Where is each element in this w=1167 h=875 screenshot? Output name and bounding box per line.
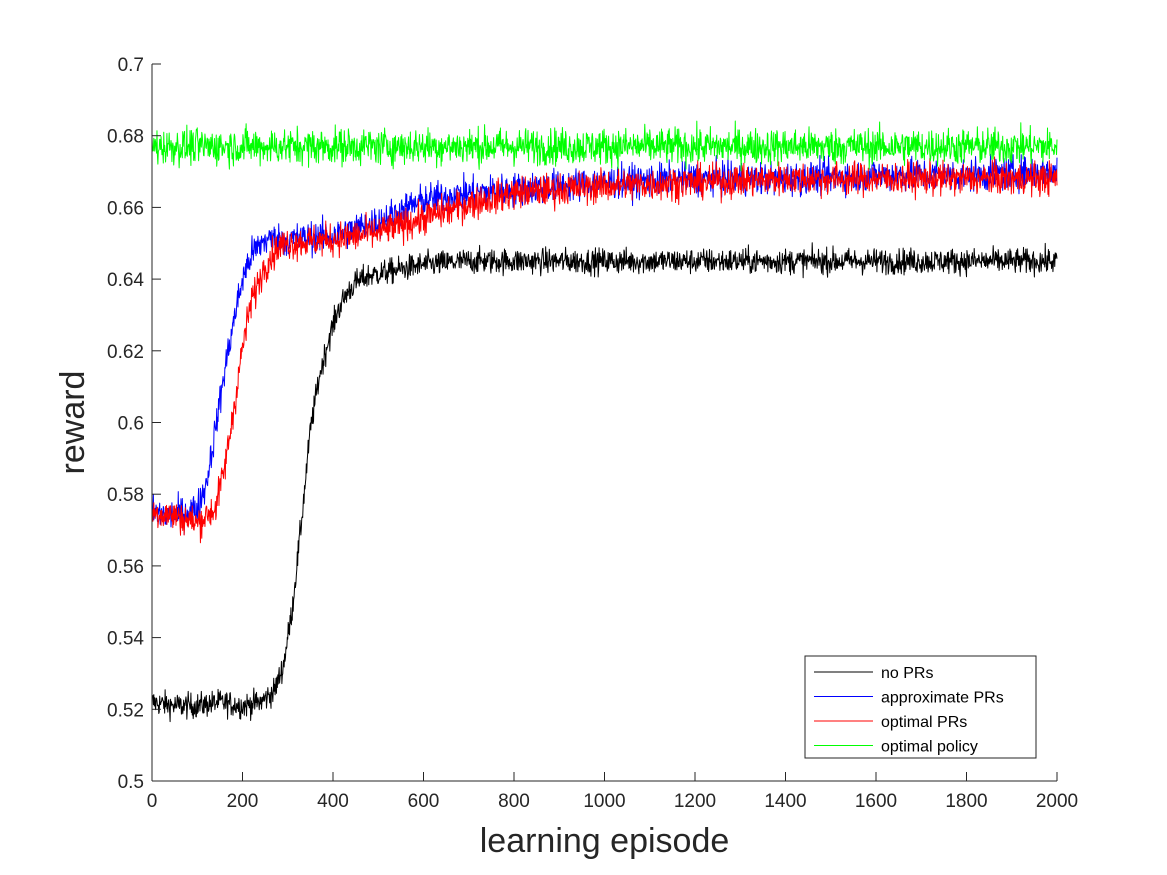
y-tick-label: 0.6 <box>118 414 144 435</box>
x-tick-label: 800 <box>498 791 530 812</box>
y-tick-label: 0.66 <box>107 198 144 219</box>
x-tick-label: 2000 <box>1036 791 1078 812</box>
series-line-3 <box>151 120 1058 172</box>
x-tick-label: 0 <box>147 791 158 812</box>
y-tick-label: 0.64 <box>107 270 144 291</box>
legend-label: approximate PRs <box>881 690 1004 707</box>
y-tick-label: 0.52 <box>107 700 144 721</box>
series-line-2 <box>151 156 1058 544</box>
y-tick-label: 0.54 <box>107 629 144 650</box>
y-axis-label: reward <box>54 371 92 475</box>
legend: no PRs approximate PRs optimal PRs optimal … <box>804 655 1037 759</box>
series-line-1 <box>151 153 1058 536</box>
y-tick-label: 0.5 <box>118 772 144 793</box>
legend-label: optimal policy <box>881 739 978 756</box>
y-tick-label: 0.7 <box>118 55 144 76</box>
legend-label: no PRs <box>881 665 933 682</box>
x-tick-label: 1600 <box>855 791 897 812</box>
x-tick-label: 1000 <box>583 791 625 812</box>
x-tick-label: 600 <box>408 791 440 812</box>
ticks-layer: 0 200 400 600 800 1000 1200 1400 1600 1800 2000 0.5… <box>107 55 1078 812</box>
legend-box <box>804 655 1037 759</box>
y-tick-label: 0.56 <box>107 557 144 578</box>
x-tick-label: 400 <box>317 791 349 812</box>
series-layer <box>151 120 1058 723</box>
series-line-0 <box>151 242 1058 723</box>
y-tick-label: 0.68 <box>107 127 144 148</box>
x-tick-label: 1200 <box>674 791 716 812</box>
x-tick-label: 200 <box>227 791 259 812</box>
x-tick-label: 1400 <box>764 791 806 812</box>
legend-label: optimal PRs <box>881 714 967 731</box>
y-tick-label: 0.58 <box>107 485 144 506</box>
x-axis-label: learning episode <box>480 822 730 860</box>
y-tick-label: 0.62 <box>107 342 144 363</box>
x-tick-label: 1800 <box>945 791 987 812</box>
